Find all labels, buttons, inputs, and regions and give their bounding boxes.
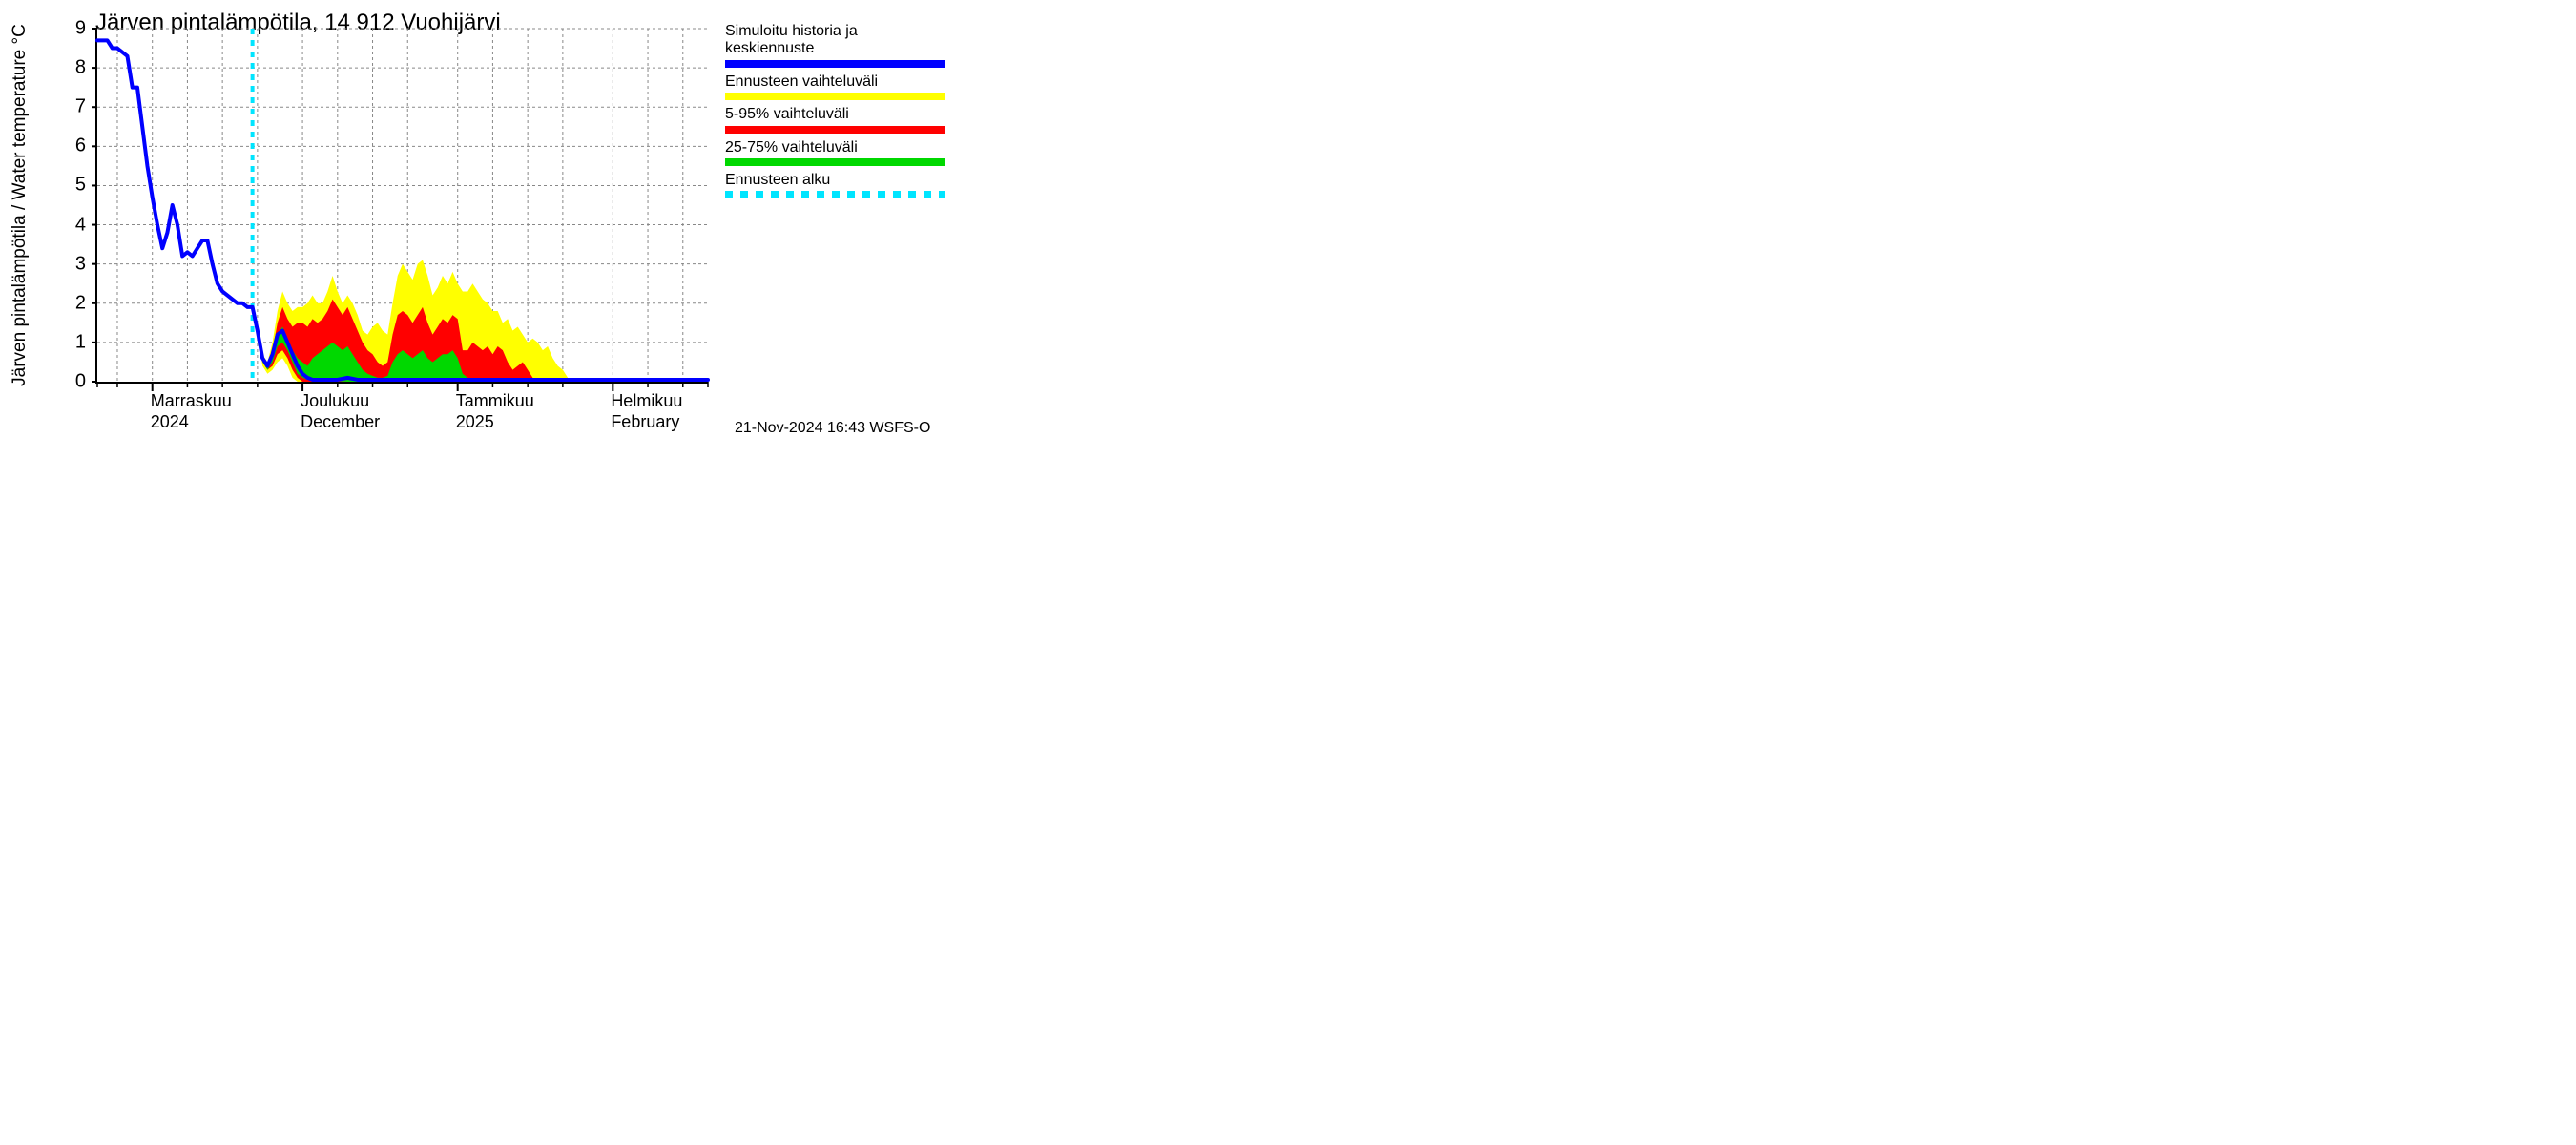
- y-tick-label: 4: [57, 214, 86, 236]
- y-tick-label: 5: [57, 175, 86, 197]
- y-tick-label: 6: [57, 135, 86, 157]
- legend-label: 5-95% vaihteluväli: [725, 106, 945, 123]
- plot-area: [95, 29, 708, 384]
- legend-swatch: [725, 126, 945, 134]
- legend-entry: Ennusteen vaihteluväli: [725, 73, 945, 100]
- y-tick-label: 0: [57, 371, 86, 393]
- x-tick-label: Tammikuu2025: [456, 391, 534, 432]
- legend-label: 25-75% vaihteluväli: [725, 139, 945, 156]
- y-tick-label: 2: [57, 292, 86, 314]
- legend: Simuloitu historia ja keskiennuste Ennust…: [725, 23, 945, 204]
- footer-timestamp: 21-Nov-2024 16:43 WSFS-O: [735, 420, 930, 437]
- x-tick-label: HelmikuuFebruary: [611, 391, 682, 432]
- legend-entry: 25-75% vaihteluväli: [725, 139, 945, 166]
- legend-label: Simuloitu historia ja keskiennuste: [725, 23, 945, 58]
- legend-swatch: [725, 191, 945, 198]
- y-tick-label: 1: [57, 331, 86, 353]
- legend-swatch: [725, 60, 945, 68]
- y-tick-label: 9: [57, 18, 86, 40]
- legend-entry: Ennusteen alku: [725, 172, 945, 198]
- y-tick-label: 7: [57, 96, 86, 118]
- x-tick-label: JoulukuuDecember: [301, 391, 380, 432]
- legend-swatch: [725, 158, 945, 166]
- legend-swatch: [725, 93, 945, 100]
- legend-entry: 5-95% vaihteluväli: [725, 106, 945, 133]
- legend-label: Ennusteen vaihteluväli: [725, 73, 945, 91]
- plot-svg: [97, 29, 708, 382]
- legend-label: Ennusteen alku: [725, 172, 945, 189]
- y-tick-label: 8: [57, 57, 86, 79]
- y-axis-label: Järven pintalämpötila / Water temperatur…: [10, 24, 31, 386]
- chart-container: Järven pintalämpötila, 14 912 Vuohijärvi…: [0, 0, 1431, 687]
- legend-entry: Simuloitu historia ja keskiennuste: [725, 23, 945, 68]
- y-tick-label: 3: [57, 253, 86, 275]
- x-tick-label: Marraskuu2024: [151, 391, 232, 432]
